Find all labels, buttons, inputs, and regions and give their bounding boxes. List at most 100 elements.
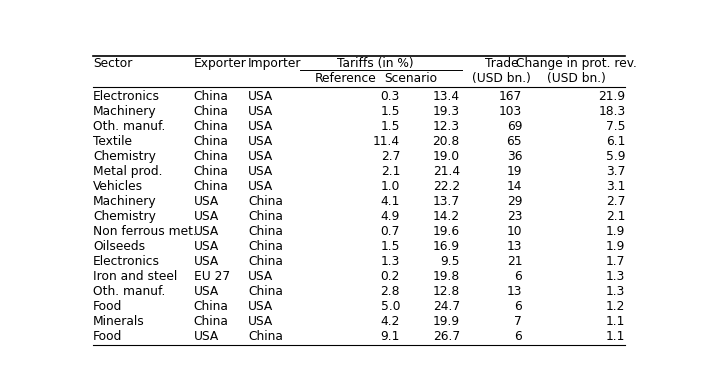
- Text: 1.3: 1.3: [381, 255, 400, 268]
- Text: 6: 6: [515, 300, 522, 313]
- Text: China: China: [248, 240, 283, 253]
- Text: 103: 103: [499, 105, 522, 118]
- Text: 1.5: 1.5: [381, 240, 400, 253]
- Text: Trade: Trade: [485, 57, 519, 70]
- Text: Metal prod.: Metal prod.: [93, 165, 163, 178]
- Text: 16.9: 16.9: [433, 240, 460, 253]
- Text: USA: USA: [248, 315, 273, 328]
- Text: 0.2: 0.2: [381, 270, 400, 283]
- Text: 19.3: 19.3: [433, 105, 460, 118]
- Text: Oilseeds: Oilseeds: [93, 240, 145, 253]
- Text: 5.0: 5.0: [381, 300, 400, 313]
- Text: 5.9: 5.9: [606, 150, 625, 163]
- Text: USA: USA: [193, 285, 219, 298]
- Text: Food: Food: [93, 300, 123, 313]
- Text: 1.2: 1.2: [606, 300, 625, 313]
- Text: 0.7: 0.7: [381, 225, 400, 238]
- Text: 21: 21: [507, 255, 522, 268]
- Text: Scenario: Scenario: [384, 72, 437, 85]
- Text: 3.1: 3.1: [606, 180, 625, 193]
- Text: 69: 69: [507, 120, 522, 133]
- Text: (USD bn.): (USD bn.): [472, 72, 531, 85]
- Text: 19: 19: [507, 165, 522, 178]
- Text: China: China: [193, 135, 229, 148]
- Text: 26.7: 26.7: [433, 330, 460, 343]
- Text: China: China: [248, 330, 283, 343]
- Text: 2.1: 2.1: [381, 165, 400, 178]
- Text: (USD bn.): (USD bn.): [547, 72, 606, 85]
- Text: USA: USA: [193, 210, 219, 223]
- Text: 2.8: 2.8: [381, 285, 400, 298]
- Text: 24.7: 24.7: [433, 300, 460, 313]
- Text: 4.9: 4.9: [381, 210, 400, 223]
- Text: 11.4: 11.4: [373, 135, 400, 148]
- Text: 18.3: 18.3: [598, 105, 625, 118]
- Text: 2.7: 2.7: [381, 150, 400, 163]
- Text: 13.7: 13.7: [433, 195, 460, 208]
- Text: China: China: [248, 195, 283, 208]
- Text: 6: 6: [515, 270, 522, 283]
- Text: 22.2: 22.2: [433, 180, 460, 193]
- Text: 7.5: 7.5: [606, 120, 625, 133]
- Text: 10: 10: [507, 225, 522, 238]
- Text: Electronics: Electronics: [93, 90, 160, 103]
- Text: 1.9: 1.9: [606, 240, 625, 253]
- Text: 2.1: 2.1: [606, 210, 625, 223]
- Text: China: China: [193, 315, 229, 328]
- Text: Iron and steel: Iron and steel: [93, 270, 177, 283]
- Text: China: China: [193, 150, 229, 163]
- Text: 6: 6: [515, 330, 522, 343]
- Text: 7: 7: [515, 315, 522, 328]
- Text: USA: USA: [248, 105, 273, 118]
- Text: 19.0: 19.0: [433, 150, 460, 163]
- Text: USA: USA: [193, 225, 219, 238]
- Text: Non ferrous met.: Non ferrous met.: [93, 225, 197, 238]
- Text: China: China: [193, 120, 229, 133]
- Text: 2.7: 2.7: [606, 195, 625, 208]
- Text: USA: USA: [248, 120, 273, 133]
- Text: China: China: [248, 225, 283, 238]
- Text: Chemistry: Chemistry: [93, 150, 156, 163]
- Text: USA: USA: [248, 180, 273, 193]
- Text: 1.1: 1.1: [606, 330, 625, 343]
- Text: 13.4: 13.4: [433, 90, 460, 103]
- Text: USA: USA: [248, 90, 273, 103]
- Text: 3.7: 3.7: [606, 165, 625, 178]
- Text: 19.9: 19.9: [433, 315, 460, 328]
- Text: USA: USA: [248, 150, 273, 163]
- Text: 9.1: 9.1: [381, 330, 400, 343]
- Text: 21.4: 21.4: [433, 165, 460, 178]
- Text: Sector: Sector: [93, 57, 132, 70]
- Text: 20.8: 20.8: [433, 135, 460, 148]
- Text: EU 27: EU 27: [193, 270, 230, 283]
- Text: China: China: [193, 90, 229, 103]
- Text: Importer: Importer: [248, 57, 301, 70]
- Text: USA: USA: [193, 255, 219, 268]
- Text: 65: 65: [507, 135, 522, 148]
- Text: China: China: [248, 255, 283, 268]
- Text: China: China: [193, 165, 229, 178]
- Text: Exporter: Exporter: [193, 57, 247, 70]
- Text: 6.1: 6.1: [606, 135, 625, 148]
- Text: 1.7: 1.7: [606, 255, 625, 268]
- Text: Oth. manuf.: Oth. manuf.: [93, 120, 165, 133]
- Text: USA: USA: [193, 195, 219, 208]
- Text: 1.3: 1.3: [606, 270, 625, 283]
- Text: China: China: [193, 180, 229, 193]
- Text: Chemistry: Chemistry: [93, 210, 156, 223]
- Text: China: China: [193, 105, 229, 118]
- Text: Change in prot. rev.: Change in prot. rev.: [516, 57, 637, 70]
- Text: Oth. manuf.: Oth. manuf.: [93, 285, 165, 298]
- Text: USA: USA: [248, 165, 273, 178]
- Text: 167: 167: [499, 90, 522, 103]
- Text: Food: Food: [93, 330, 123, 343]
- Text: USA: USA: [248, 300, 273, 313]
- Text: Machinery: Machinery: [93, 195, 157, 208]
- Text: 1.5: 1.5: [381, 120, 400, 133]
- Text: 4.2: 4.2: [381, 315, 400, 328]
- Text: 12.8: 12.8: [433, 285, 460, 298]
- Text: 1.3: 1.3: [606, 285, 625, 298]
- Text: Vehicles: Vehicles: [93, 180, 143, 193]
- Text: 36: 36: [507, 150, 522, 163]
- Text: China: China: [248, 210, 283, 223]
